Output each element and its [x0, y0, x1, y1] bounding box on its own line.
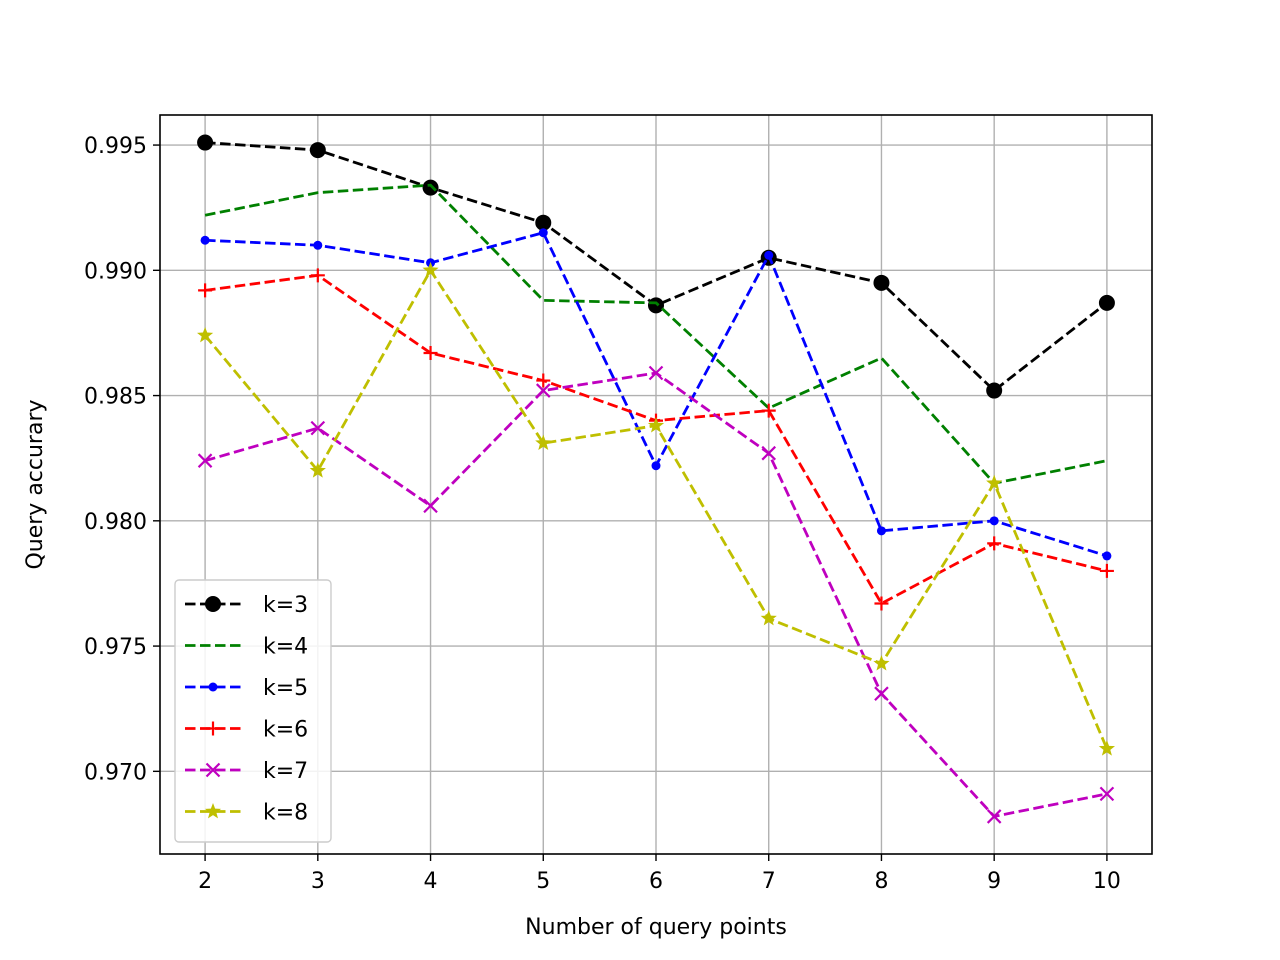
data-point-k5 [876, 526, 886, 536]
y-tick-label: 0.975 [84, 635, 147, 660]
data-point-k6 [310, 268, 325, 283]
data-point-k3 [986, 382, 1003, 399]
data-point-k8 [197, 326, 214, 343]
data-point-k3 [197, 134, 214, 151]
axis-ticks: 2 3 4 5 6 7 8 9 10 0.970 0.975 0.980 0.985 0.990 0.995 [84, 134, 1121, 894]
x-tick-label: 3 [311, 869, 325, 894]
data-point-k7 [648, 365, 664, 381]
legend-label-k7: k=7 [263, 759, 308, 784]
y-tick-label: 0.985 [84, 385, 147, 410]
data-point-k7 [1099, 786, 1115, 802]
legend-marker-k5 [208, 682, 218, 692]
data-point-k6 [1099, 563, 1114, 578]
data-point-k5 [1102, 551, 1112, 561]
legend: k=3 k=4 k=5 k=6 k=7 k=8 [174, 579, 332, 843]
series-k5 [200, 228, 1112, 561]
data-point-k6 [198, 283, 213, 298]
x-tick-label: 5 [536, 869, 550, 894]
data-point-k8 [873, 655, 890, 671]
series-k4 [204, 183, 1108, 485]
data-point-k8 [647, 417, 665, 433]
data-point-k6 [536, 373, 551, 388]
data-point-k6 [761, 403, 776, 418]
legend-marker-k8 [204, 803, 222, 819]
data-point-k8 [986, 474, 1003, 491]
series-lines [197, 134, 1115, 824]
data-point-k7 [986, 809, 1002, 824]
legend-marker-k7 [205, 762, 221, 778]
data-point-k8 [309, 462, 326, 478]
data-point-k8 [535, 434, 552, 451]
data-point-k3 [1098, 294, 1115, 311]
data-point-k3 [422, 179, 439, 196]
data-point-k5 [200, 235, 210, 245]
legend-marker-k3 [205, 596, 221, 612]
data-point-k5 [313, 240, 323, 250]
data-point-k7 [535, 383, 551, 398]
x-tick-label: 9 [987, 869, 1001, 894]
x-tick-label: 8 [874, 869, 888, 894]
series-line-k4 [204, 183, 1108, 485]
data-point-k3 [309, 142, 326, 159]
data-point-k3 [873, 274, 890, 291]
data-point-k6 [987, 536, 1002, 551]
x-axis-label: Number of query points [525, 915, 787, 940]
data-point-k5 [538, 228, 548, 238]
data-point-k7 [197, 453, 213, 468]
y-axis-label: Query accurary [23, 399, 48, 569]
data-point-k7 [874, 686, 889, 701]
y-tick-label: 0.995 [84, 134, 147, 159]
x-tick-label: 6 [649, 869, 663, 894]
data-point-k8 [422, 261, 439, 278]
legend-marker-k6 [206, 721, 220, 736]
data-point-k5 [651, 461, 661, 471]
series-k7 [197, 365, 1115, 824]
data-point-k6 [423, 345, 438, 360]
x-tick-label: 10 [1093, 869, 1121, 894]
legend-label-k6: k=6 [263, 718, 308, 743]
data-point-k7 [423, 498, 438, 514]
legend-label-k4: k=4 [263, 635, 308, 660]
data-point-k8 [1098, 740, 1115, 756]
data-point-k6 [874, 596, 889, 611]
data-point-k8 [760, 610, 777, 626]
legend-box [174, 579, 332, 843]
legend-label-k5: k=5 [263, 676, 308, 701]
data-point-k3 [648, 297, 664, 314]
y-tick-label: 0.980 [84, 510, 147, 535]
x-tick-label: 2 [198, 869, 212, 894]
y-tick-label: 0.990 [84, 259, 147, 284]
legend-label-k8: k=8 [263, 801, 308, 826]
data-point-k3 [535, 214, 552, 231]
data-point-k5 [989, 516, 999, 526]
legend-label-k3: k=3 [263, 593, 308, 618]
series-k8 [197, 261, 1115, 756]
x-tick-label: 7 [762, 869, 776, 894]
y-tick-label: 0.970 [84, 760, 147, 785]
data-point-k7 [310, 420, 326, 436]
x-tick-label: 4 [424, 869, 438, 894]
data-point-k5 [764, 250, 774, 260]
data-point-k7 [761, 445, 777, 461]
